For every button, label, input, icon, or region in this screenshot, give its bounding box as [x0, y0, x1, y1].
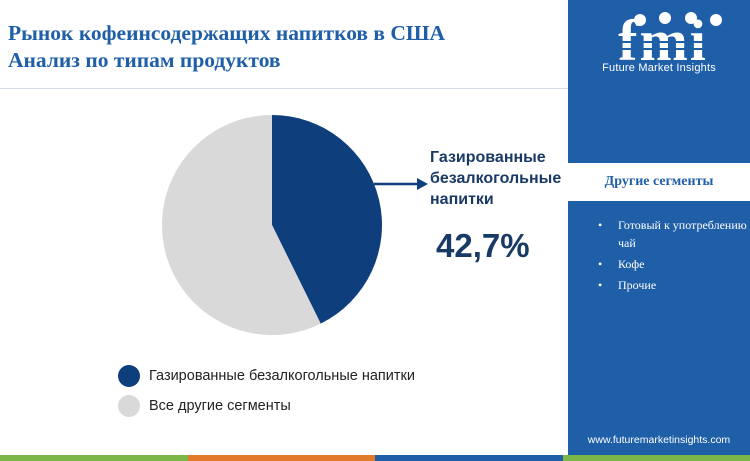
bar-segment — [0, 455, 188, 461]
legend-label: Все другие сегменты — [149, 398, 291, 414]
list-item: • Готовый к употреблению чай — [592, 216, 747, 252]
website-link[interactable]: www.futuremarketinsights.com — [587, 434, 731, 446]
title-line-2: Анализ по типам продуктов — [8, 48, 281, 72]
bar-segment — [562, 455, 750, 461]
bottom-color-bar — [0, 455, 750, 461]
bar-segment — [187, 455, 375, 461]
other-segments-list: • Готовый к употреблению чай • Кофе • Пр… — [592, 216, 747, 297]
list-item: • Кофе — [592, 255, 747, 273]
legend-item: Газированные безалкогольные напитки — [118, 365, 415, 387]
title-divider — [0, 88, 568, 89]
legend-swatch — [118, 365, 140, 387]
list-item-label: Кофе — [618, 257, 645, 271]
chart-title: Рынок кофеинсодержащих напитков в США Ан… — [8, 20, 563, 74]
pie-slice-1 — [272, 115, 382, 324]
callout-label: Газированные безалкогольные напитки — [430, 149, 562, 208]
callout-value: 42,7% — [436, 227, 530, 264]
fmi-logo: fmi — [598, 8, 728, 73]
legend-label: Газированные безалкогольные напитки — [149, 368, 415, 384]
legend-swatch — [118, 395, 140, 417]
pie-chart — [161, 115, 428, 335]
title-line-1: Рынок кофеинсодержащих напитков в США — [8, 21, 446, 45]
bullet-icon: • — [598, 257, 603, 271]
list-item-label: Готовый к употреблению чай — [618, 218, 747, 250]
legend: Газированные безалкогольные напитки Все … — [118, 365, 415, 425]
list-item-label: Прочие — [618, 278, 657, 292]
logo-subtitle: Future Market Insights — [602, 62, 716, 74]
pie-slice-2 — [161, 115, 321, 335]
bullet-icon: • — [598, 218, 603, 232]
legend-item: Все другие сегменты — [118, 395, 415, 417]
bullet-icon: • — [598, 278, 603, 292]
other-segments-heading: Другие сегменты — [568, 163, 750, 201]
callout-arrow — [374, 178, 428, 190]
list-item: • Прочие — [592, 276, 747, 294]
bar-segment — [375, 455, 563, 461]
sidebar: fmi Future Market Insights Другие сегмен… — [568, 0, 750, 455]
